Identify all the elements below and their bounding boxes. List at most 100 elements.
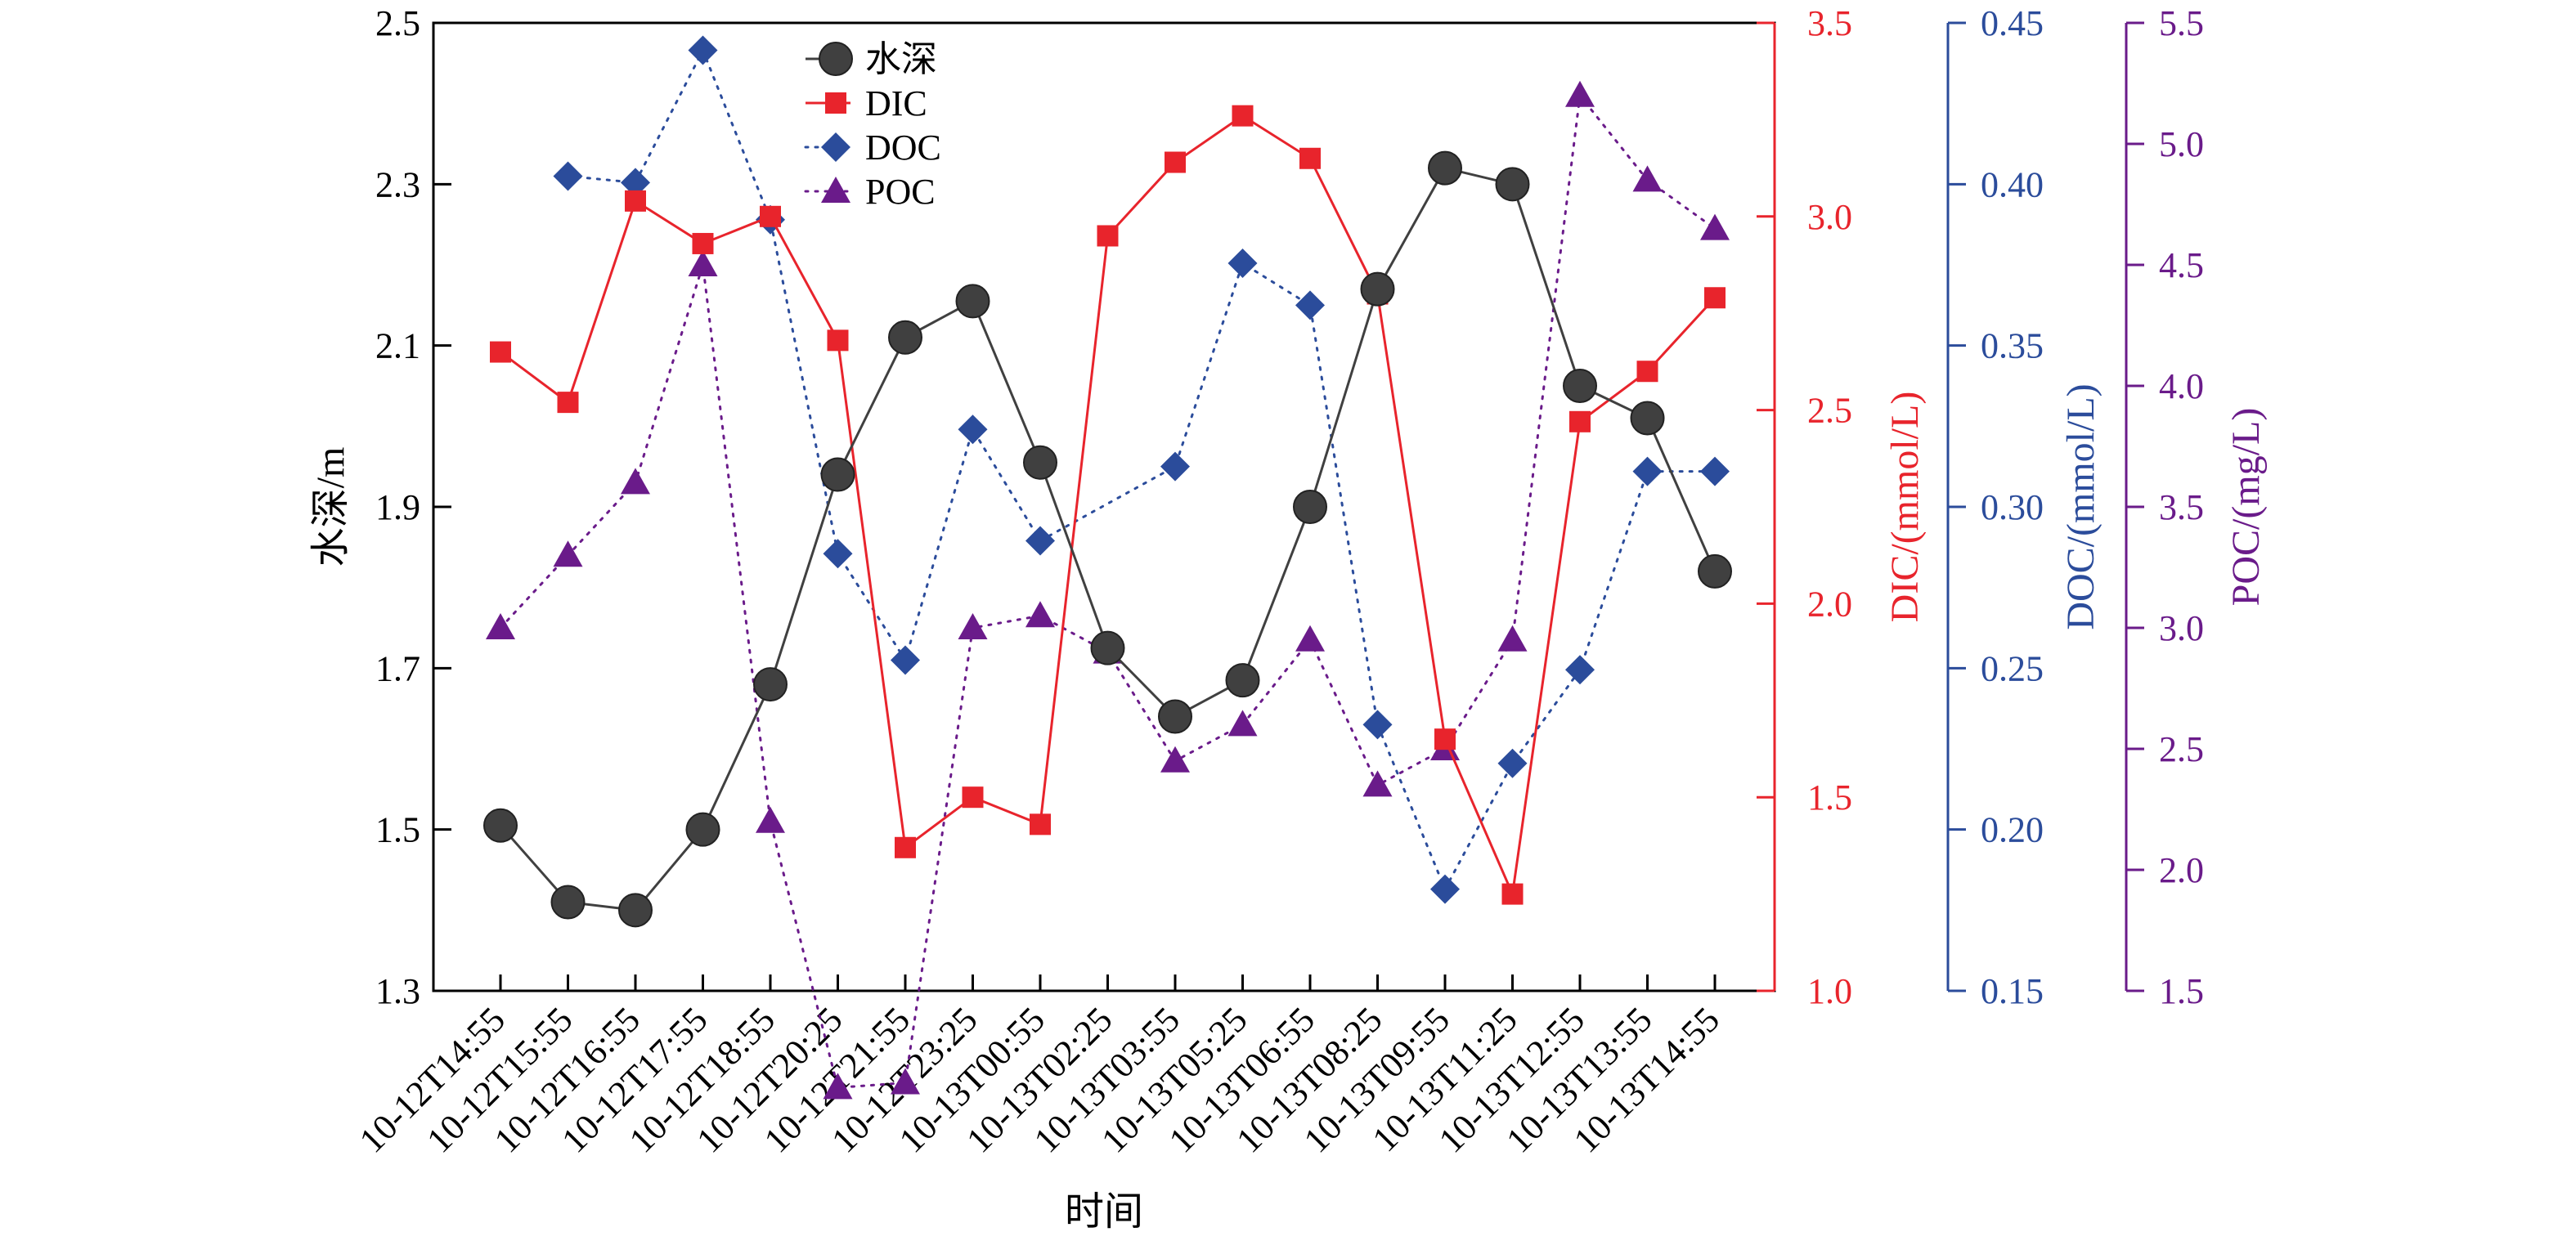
data-point-POC xyxy=(958,613,988,639)
dic-tick-label: 1.0 xyxy=(1807,971,1852,1011)
data-point-水深 xyxy=(1630,401,1665,436)
plot-frame xyxy=(432,21,1776,992)
data-point-DIC xyxy=(1501,883,1524,905)
data-point-POC xyxy=(621,468,650,495)
data-point-水深 xyxy=(753,667,788,702)
legend-label-水深: 水深 xyxy=(865,39,937,79)
data-point-POC xyxy=(1632,165,1663,192)
data-point-DIC xyxy=(760,205,781,227)
data-point-水深 xyxy=(888,320,922,355)
data-point-DOC xyxy=(1632,456,1663,486)
legend-marker-POC xyxy=(821,177,850,203)
data-point-DOC xyxy=(621,168,650,198)
data-point-DIC xyxy=(1569,410,1591,432)
data-point-POC xyxy=(486,613,515,639)
data-point-水深 xyxy=(955,284,990,319)
series-水深 xyxy=(483,150,1732,928)
poc-tick-label: 1.5 xyxy=(2159,971,2204,1011)
data-point-DOC xyxy=(1430,874,1460,904)
data-point-水深 xyxy=(1495,167,1530,202)
data-point-DOC xyxy=(1160,451,1190,482)
data-point-DIC xyxy=(1434,728,1456,750)
legend-label-POC: POC xyxy=(865,172,936,212)
legend-label-DIC: DIC xyxy=(865,83,927,123)
legend-marker-水深 xyxy=(819,42,853,76)
depth-tick-label: 2.3 xyxy=(375,164,420,204)
data-point-DIC xyxy=(1299,147,1321,169)
data-point-DIC xyxy=(827,329,849,352)
data-point-DIC xyxy=(625,190,646,212)
axis-x: 10-12T14:5510-12T15:5510-12T16:5510-12T1… xyxy=(352,974,1727,1234)
data-point-DOC xyxy=(1227,249,1258,279)
series-line-水深 xyxy=(499,166,1717,912)
poc-tick-label: 2.0 xyxy=(2159,850,2204,890)
axis-dic: 1.0 1.5 2.0 2.5 3.0 3.5 DIC/(mmol/L) xyxy=(1757,3,1927,1011)
data-point-水深 xyxy=(1428,150,1462,186)
data-point-水深 xyxy=(1563,369,1597,403)
poc-axis-title: POC/(mg/L) xyxy=(2224,408,2268,607)
data-point-DIC xyxy=(490,341,511,363)
data-point-DOC xyxy=(688,35,718,65)
data-point-水深 xyxy=(1360,271,1395,307)
dic-tick-label: 3.5 xyxy=(1807,3,1852,43)
data-point-水深 xyxy=(1698,553,1732,589)
data-point-DOC xyxy=(1025,526,1055,556)
poc-tick-label: 4.5 xyxy=(2159,245,2204,285)
data-point-DIC xyxy=(557,392,579,414)
series-POC xyxy=(486,80,1730,1100)
data-point-POC xyxy=(756,806,785,833)
poc-tick-label: 3.0 xyxy=(2159,608,2204,648)
x-axis-title: 时间 xyxy=(1065,1190,1143,1234)
data-point-DIC xyxy=(895,836,916,858)
data-point-DIC xyxy=(1097,225,1119,247)
data-point-POC xyxy=(1700,213,1730,240)
poc-tick-label: 3.5 xyxy=(2159,487,2204,527)
series-layer xyxy=(483,35,1732,1100)
depth-tick-label: 1.5 xyxy=(375,810,420,850)
axis-depth: 1.3 1.5 1.7 1.9 2.1 2.3 2.5 水深/m xyxy=(309,3,451,1011)
depth-tick-label: 1.7 xyxy=(375,648,420,688)
data-point-DIC xyxy=(1030,813,1051,836)
data-point-DOC xyxy=(1700,456,1730,486)
dic-axis-title: DIC/(mmol/L) xyxy=(1883,392,1927,623)
data-point-水深 xyxy=(1293,490,1327,524)
series-line-DOC xyxy=(567,47,1717,893)
data-point-水深 xyxy=(550,885,586,920)
data-point-DIC xyxy=(1704,287,1726,309)
data-point-POC xyxy=(1362,770,1393,797)
data-point-POC xyxy=(823,1073,853,1100)
poc-tick-label: 4.0 xyxy=(2159,366,2204,406)
data-point-POC xyxy=(688,250,718,276)
data-point-DIC xyxy=(1232,105,1254,127)
data-point-水深 xyxy=(1023,445,1057,480)
poc-tick-label: 5.0 xyxy=(2159,124,2204,164)
series-DIC xyxy=(490,105,1726,905)
data-point-POC xyxy=(1497,625,1528,652)
data-point-POC xyxy=(1025,601,1055,628)
data-point-POC xyxy=(1565,80,1595,107)
data-point-水深 xyxy=(483,808,518,843)
data-point-DOC xyxy=(823,539,853,569)
data-point-水深 xyxy=(820,457,855,492)
doc-tick-label: 0.40 xyxy=(1981,164,2044,204)
doc-axis-title: DOC/(mmol/L) xyxy=(2059,383,2103,629)
data-point-DOC xyxy=(1497,748,1528,778)
dic-tick-label: 2.5 xyxy=(1807,391,1852,431)
axis-poc: 1.5 2.0 2.5 3.0 3.5 4.0 4.5 5.0 5.5 POC/(mg/L) xyxy=(2125,3,2268,1011)
doc-tick-label: 0.45 xyxy=(1981,3,2044,43)
depth-axis-title: 水深/m xyxy=(309,447,352,567)
data-point-DOC xyxy=(1362,710,1393,740)
poc-tick-label: 2.5 xyxy=(2159,729,2204,769)
data-point-DIC xyxy=(962,786,984,809)
dic-tick-label: 3.0 xyxy=(1807,197,1852,237)
data-point-POC xyxy=(1227,710,1258,737)
data-point-水深 xyxy=(685,812,720,847)
legend-marker-DIC xyxy=(825,92,846,114)
data-point-POC xyxy=(1295,625,1325,652)
depth-tick-label: 2.5 xyxy=(375,3,420,43)
doc-tick-label: 0.25 xyxy=(1981,648,2044,688)
data-point-DIC xyxy=(692,232,714,254)
depth-tick-label: 2.1 xyxy=(375,326,420,366)
